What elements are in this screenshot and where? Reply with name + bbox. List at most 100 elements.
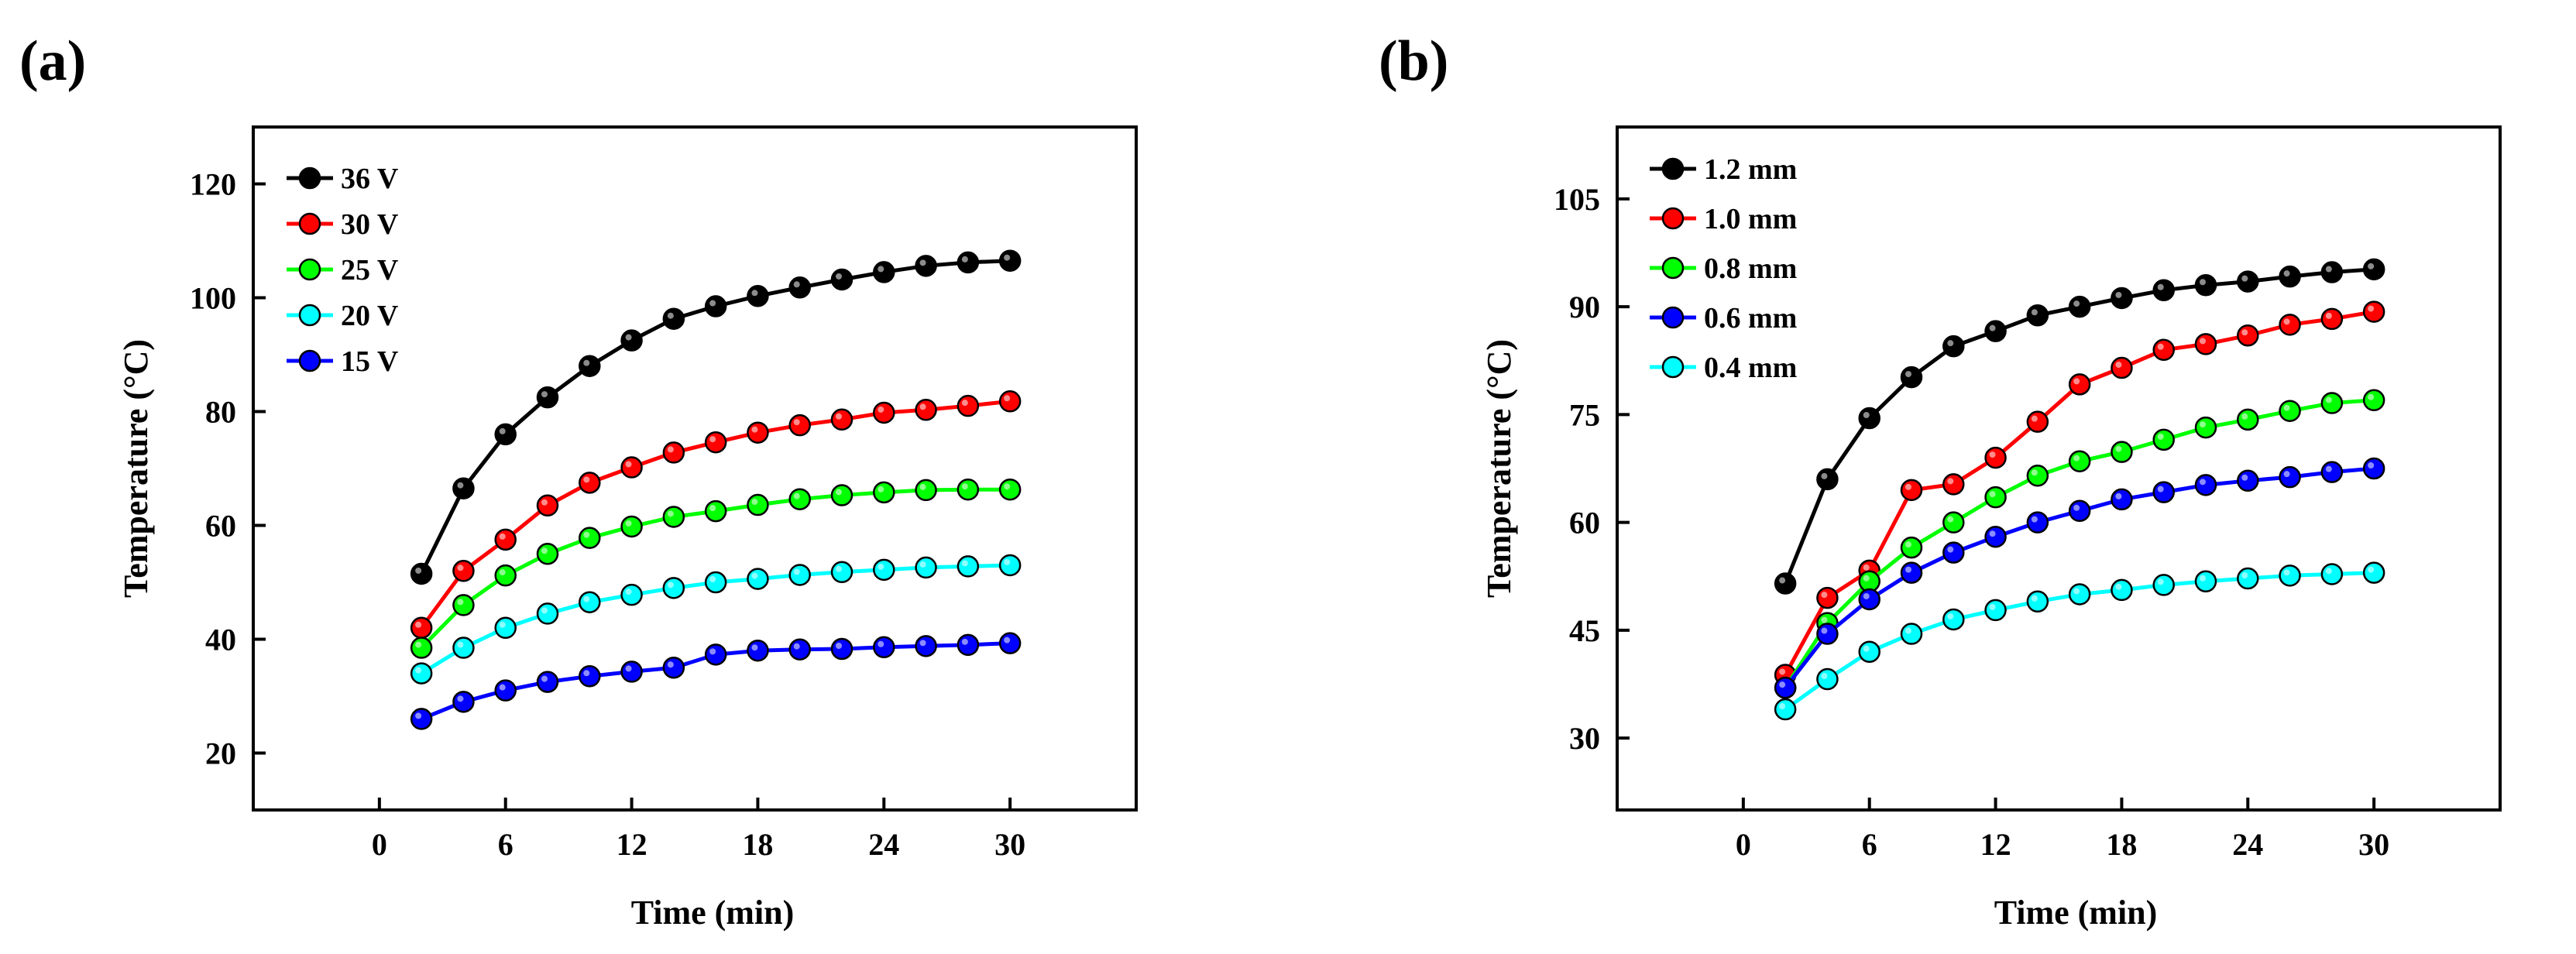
point-highlight — [961, 638, 968, 645]
data-point — [1816, 586, 1839, 609]
data-point — [2320, 392, 2344, 414]
point-highlight — [1947, 546, 1954, 553]
data-point — [452, 560, 475, 582]
point-highlight — [878, 266, 884, 273]
data-point — [957, 394, 980, 417]
data-point — [2362, 258, 2385, 281]
legend-marker — [298, 258, 321, 281]
data-point — [620, 661, 643, 683]
data-point — [2152, 428, 2175, 451]
point-highlight — [919, 259, 926, 266]
series-1-2-mm — [1774, 258, 2385, 595]
point-highlight — [2157, 433, 2164, 440]
data-point — [704, 643, 727, 666]
point-highlight — [878, 406, 884, 413]
point-highlight — [2325, 396, 2332, 403]
point-highlight — [1905, 483, 1911, 490]
point-highlight — [2200, 479, 2206, 486]
point-highlight — [878, 563, 884, 570]
point-highlight — [457, 641, 464, 648]
data-point — [873, 401, 895, 424]
point-highlight — [836, 273, 842, 280]
data-point — [579, 355, 601, 377]
y-tick-label: 120 — [190, 167, 236, 202]
x-tick-label: 12 — [1980, 827, 2011, 862]
x-tick-label: 6 — [498, 827, 513, 862]
data-point — [747, 493, 769, 516]
point-highlight — [793, 492, 800, 499]
data-point — [998, 249, 1022, 272]
data-point — [494, 679, 517, 702]
data-marks-b — [1774, 258, 2385, 721]
point-highlight — [709, 436, 716, 443]
data-point — [2152, 481, 2175, 503]
legend-label: 15 V — [341, 345, 399, 378]
plot-frame-b — [1616, 125, 2502, 812]
point-highlight — [2073, 378, 2080, 385]
point-highlight — [415, 641, 422, 648]
data-point — [2068, 373, 2091, 396]
legend-entry: 0.4 mm — [1650, 352, 1797, 384]
series-25-v — [410, 478, 1022, 659]
point-highlight — [1905, 541, 1911, 548]
y-tick-label: 90 — [1569, 290, 1600, 324]
point-highlight — [2368, 462, 2375, 468]
point-highlight — [1905, 627, 1911, 634]
point-highlight — [1821, 472, 1828, 479]
data-point — [1816, 468, 1839, 491]
data-point — [957, 251, 980, 274]
data-point — [830, 484, 854, 506]
data-point — [1942, 335, 1965, 358]
legend-b: 1.2 mm 1.0 mm 0.8 mm 0.6 mm 0.4 mm — [1650, 153, 1797, 384]
point-highlight — [2115, 291, 2122, 298]
data-point — [788, 488, 811, 510]
point-highlight — [751, 572, 758, 579]
data-point — [2362, 389, 2385, 412]
data-point — [747, 285, 769, 307]
series-20-v — [410, 554, 1022, 685]
point-highlight — [1821, 592, 1828, 599]
data-point — [536, 386, 559, 409]
point-highlight — [1947, 613, 1954, 619]
panel-label-b: (b) — [1379, 29, 1448, 93]
legend-marker — [1661, 157, 1685, 180]
point-highlight — [541, 675, 548, 682]
point-highlight — [878, 640, 884, 647]
data-point — [1774, 698, 1797, 721]
point-highlight — [751, 426, 758, 433]
y-tick-label: 60 — [1569, 506, 1600, 540]
point-highlight — [457, 599, 464, 606]
data-point — [1900, 561, 1923, 584]
point-highlight — [1863, 575, 1870, 582]
data-point — [957, 555, 980, 578]
point-highlight — [667, 446, 674, 453]
legend-marker — [298, 212, 321, 235]
point-highlight — [793, 643, 800, 650]
data-point — [915, 255, 937, 277]
point-highlight — [1989, 491, 1996, 498]
point-highlight — [415, 567, 422, 574]
point-highlight — [415, 712, 422, 719]
data-point — [2237, 270, 2259, 293]
x-tick-label: 18 — [742, 827, 773, 862]
data-point — [1858, 640, 1880, 663]
data-point — [2152, 338, 2175, 362]
data-point — [410, 637, 433, 659]
point-highlight — [2241, 329, 2248, 336]
x-tick-label: 24 — [868, 827, 899, 862]
point-highlight — [919, 403, 926, 410]
data-point — [2362, 457, 2385, 480]
point-highlight — [709, 648, 716, 655]
point-highlight — [2200, 279, 2206, 286]
point-highlight — [2283, 471, 2290, 478]
point-highlight — [1947, 478, 1954, 485]
data-point — [788, 414, 811, 437]
point-highlight — [457, 695, 464, 702]
point-highlight — [625, 461, 632, 468]
data-point — [2194, 274, 2217, 297]
data-point — [1984, 320, 2007, 342]
data-point — [662, 307, 685, 330]
legend-label: 1.0 mm — [1704, 203, 1797, 235]
point-highlight — [2157, 343, 2164, 350]
data-point — [2320, 563, 2344, 585]
